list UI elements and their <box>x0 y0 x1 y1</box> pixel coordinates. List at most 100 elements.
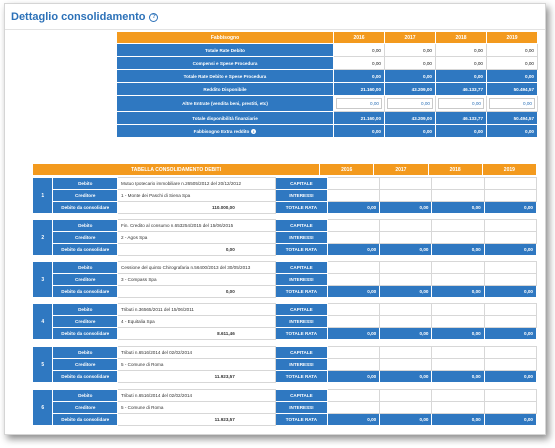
fabbisogno-value: 46.133,77 <box>435 111 487 125</box>
capitale-cell[interactable] <box>431 177 485 190</box>
year-header: 2019 <box>481 163 538 176</box>
interessi-cell[interactable] <box>483 189 538 202</box>
debito-group: 1 Debito Mutuo Ipotecario immobiliare n.… <box>31 177 538 214</box>
altre-entrate-input[interactable]: 0,00 <box>438 98 484 109</box>
info-icon[interactable]: i <box>251 128 257 134</box>
totale-rata-value: 0,00 <box>431 370 485 383</box>
interessi-cell[interactable] <box>379 401 433 414</box>
totale-rata-value: 0,00 <box>431 201 485 214</box>
interessi-cell[interactable] <box>483 231 538 244</box>
capitale-cell[interactable] <box>483 261 538 274</box>
creditore-value: 1 - Monte dei Paschi di Siena Spa <box>117 189 276 202</box>
debito-group: 4 Debito Tributi n.36565/2011 del 15/06/… <box>31 303 538 340</box>
capitale-cell[interactable] <box>379 177 433 190</box>
interessi-cell[interactable] <box>326 189 381 202</box>
capitale-cell[interactable] <box>379 261 433 274</box>
capitale-cell[interactable] <box>483 219 538 232</box>
capitale-cell[interactable] <box>431 303 485 316</box>
interessi-cell[interactable] <box>379 189 433 202</box>
debito-number: 6 <box>31 389 54 426</box>
debito-description: Tributi n.6516/2014 del 02/02/2014 <box>117 389 276 402</box>
creditore-label: Creditore <box>52 231 119 244</box>
consolidare-label: Debito da consolidare <box>52 413 119 426</box>
fabbisogno-value: 0,00 <box>384 69 436 83</box>
interessi-cell[interactable] <box>326 358 381 371</box>
interessi-cell[interactable] <box>379 231 433 244</box>
interessi-label: INTERESSI <box>274 189 329 202</box>
debito-description: Tributi n.6516/2014 del 02/02/2014 <box>117 346 276 359</box>
interessi-cell[interactable] <box>483 358 538 371</box>
creditore-value: 5 - Comune di Roma <box>117 358 276 371</box>
interessi-label: INTERESSI <box>274 273 329 286</box>
capitale-cell[interactable] <box>379 219 433 232</box>
totale-rata-value: 0,00 <box>326 243 381 256</box>
capitale-cell[interactable] <box>326 261 381 274</box>
interessi-cell[interactable] <box>483 401 538 414</box>
interessi-cell[interactable] <box>326 315 381 328</box>
creditore-label: Creditore <box>52 273 119 286</box>
interessi-cell[interactable] <box>326 273 381 286</box>
totale-rata-label: TOTALE RATA <box>274 413 329 426</box>
totale-rata-value: 0,00 <box>483 327 538 340</box>
interessi-cell[interactable] <box>431 358 485 371</box>
fabbisogno-value: 0,00 <box>333 69 385 83</box>
capitale-cell[interactable] <box>326 389 381 402</box>
year-header: 2018 <box>427 163 483 176</box>
capitale-cell[interactable] <box>379 346 433 359</box>
interessi-cell[interactable] <box>483 273 538 286</box>
year-header: 2017 <box>384 31 436 44</box>
totale-rata-value: 0,00 <box>379 413 433 426</box>
capitale-cell[interactable] <box>483 177 538 190</box>
altre-entrate-input[interactable]: 0,00 <box>336 98 382 109</box>
interessi-cell[interactable] <box>326 231 381 244</box>
creditore-label: Creditore <box>52 315 119 328</box>
capitale-cell[interactable] <box>326 346 381 359</box>
page-title: Dettaglio consolidamento ? <box>11 11 159 23</box>
interessi-cell[interactable] <box>431 189 485 202</box>
fabbisogno-value: 50.494,57 <box>486 111 538 125</box>
fabbisogno-value: 0,00 <box>333 124 385 138</box>
capitale-cell[interactable] <box>326 303 381 316</box>
capitale-cell[interactable] <box>431 389 485 402</box>
capitale-cell[interactable] <box>379 303 433 316</box>
capitale-cell[interactable] <box>431 346 485 359</box>
totale-rata-value: 0,00 <box>483 201 538 214</box>
consolidare-label: Debito da consolidare <box>52 201 119 214</box>
fabbisogno-value: 0,00 <box>486 56 538 70</box>
fabbisogno-value: 0,00 <box>384 95 436 112</box>
debito-description: Mutuo Ipotecario immobiliare n.26505/201… <box>117 177 276 190</box>
capitale-cell[interactable] <box>431 219 485 232</box>
page-title-text: Dettaglio consolidamento <box>11 11 146 23</box>
year-header: 2018 <box>435 31 487 44</box>
debito-description: Cessione del quinto Chirografaria n.5640… <box>117 261 276 274</box>
capitale-cell[interactable] <box>379 389 433 402</box>
interessi-cell[interactable] <box>379 273 433 286</box>
fabbisogno-value: 0,00 <box>333 43 385 57</box>
interessi-cell[interactable] <box>431 231 485 244</box>
interessi-cell[interactable] <box>326 401 381 414</box>
debito-label: Debito <box>52 389 119 402</box>
consolidare-label: Debito da consolidare <box>52 243 119 256</box>
debito-group: 6 Debito Tributi n.6516/2014 del 02/02/2… <box>31 389 538 426</box>
capitale-cell[interactable] <box>483 303 538 316</box>
totale-rata-value: 0,00 <box>483 243 538 256</box>
fabbisogno-value: 0,00 <box>486 69 538 83</box>
totale-rata-value: 0,00 <box>379 243 433 256</box>
interessi-label: INTERESSI <box>274 401 329 414</box>
altre-entrate-input[interactable]: 0,00 <box>489 98 535 109</box>
capitale-cell[interactable] <box>326 219 381 232</box>
capitale-cell[interactable] <box>483 346 538 359</box>
interessi-cell[interactable] <box>483 315 538 328</box>
capitale-cell[interactable] <box>326 177 381 190</box>
altre-entrate-input[interactable]: 0,00 <box>387 98 433 109</box>
consolidare-label: Debito da consolidare <box>52 327 119 340</box>
capitale-cell[interactable] <box>483 389 538 402</box>
interessi-cell[interactable] <box>431 273 485 286</box>
interessi-cell[interactable] <box>379 315 433 328</box>
question-circle-icon[interactable]: ? <box>149 12 159 22</box>
interessi-cell[interactable] <box>379 358 433 371</box>
interessi-cell[interactable] <box>431 401 485 414</box>
capitale-cell[interactable] <box>431 261 485 274</box>
fabbisogno-value: 21.160,00 <box>333 111 385 125</box>
interessi-cell[interactable] <box>431 315 485 328</box>
